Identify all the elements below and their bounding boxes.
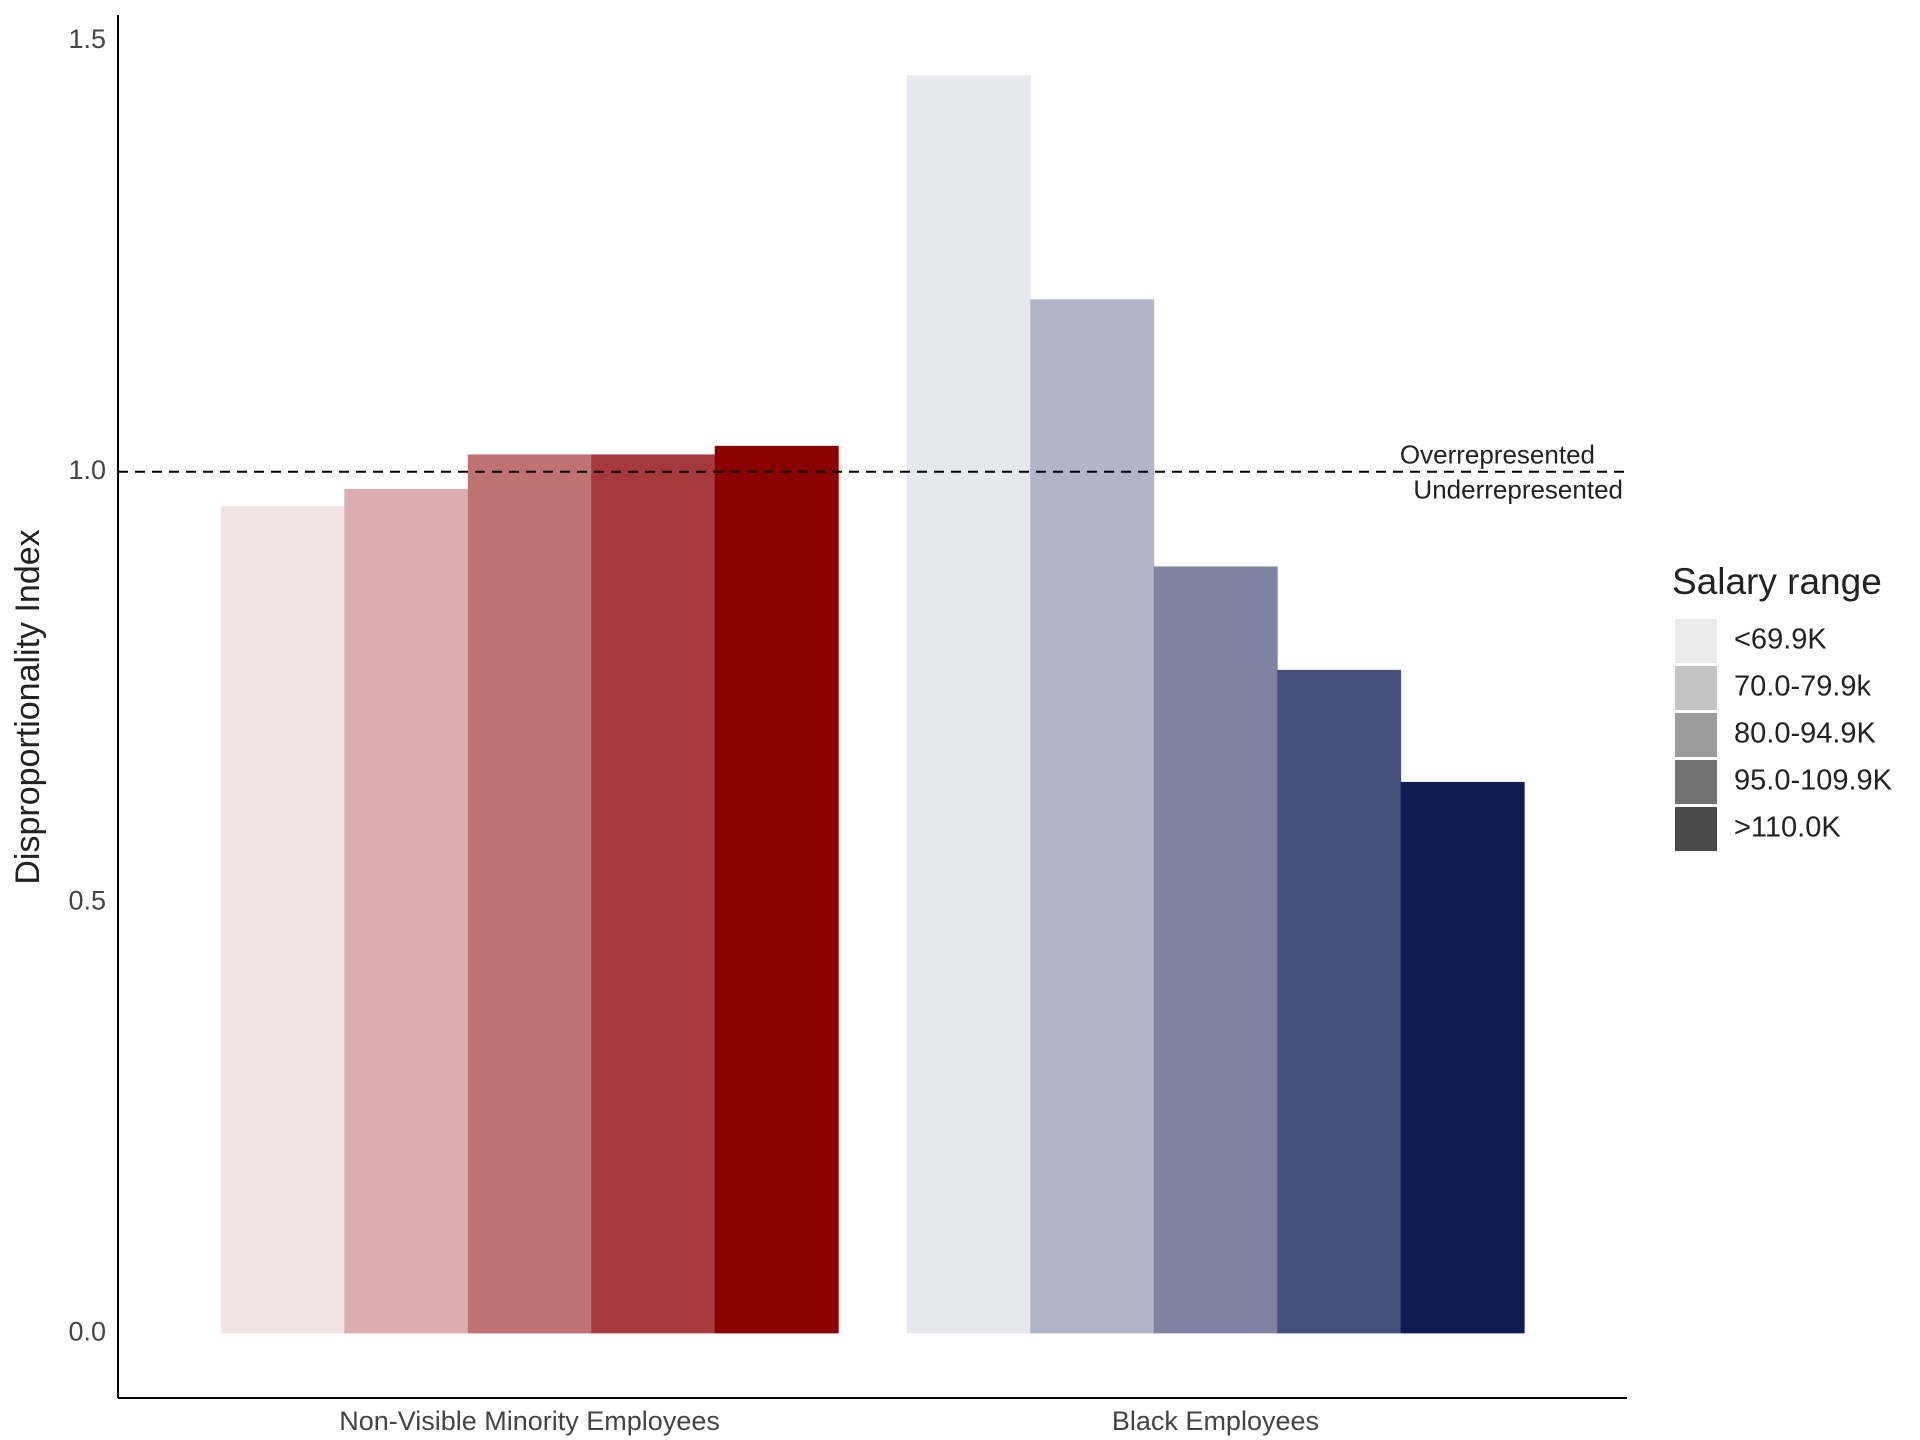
bar bbox=[1153, 566, 1278, 1334]
bar bbox=[714, 445, 839, 1334]
y-tick-label: 0.5 bbox=[68, 886, 106, 916]
bar bbox=[591, 454, 716, 1334]
y-axis-label: Disproportionality Index bbox=[9, 529, 47, 884]
bar bbox=[1400, 781, 1525, 1334]
legend-label: 80.0-94.9K bbox=[1734, 718, 1877, 750]
legend-swatch bbox=[1675, 807, 1717, 851]
bar bbox=[467, 454, 592, 1334]
legend-label: >110.0K bbox=[1734, 812, 1841, 844]
bar bbox=[220, 506, 345, 1334]
bar bbox=[1277, 669, 1402, 1334]
bar bbox=[1030, 299, 1155, 1334]
legend-swatch bbox=[1675, 760, 1717, 804]
bar bbox=[344, 488, 469, 1334]
bar bbox=[906, 75, 1031, 1334]
annotation: Overrepresented bbox=[1400, 440, 1595, 470]
x-tick-label: Black Employees bbox=[1112, 1406, 1319, 1436]
x-tick-label: Non-Visible Minority Employees bbox=[339, 1406, 720, 1436]
y-tick-label: 0.0 bbox=[68, 1316, 106, 1346]
annotation: Underrepresented bbox=[1413, 475, 1623, 505]
legend-swatch bbox=[1675, 713, 1717, 757]
legend-swatch bbox=[1675, 666, 1717, 710]
legend-swatch bbox=[1675, 619, 1717, 663]
legend-title: Salary range bbox=[1672, 561, 1882, 602]
legend-label: <69.9K bbox=[1734, 624, 1827, 656]
y-tick-label: 1.0 bbox=[68, 455, 106, 485]
legend-label: 70.0-79.9k bbox=[1734, 671, 1872, 703]
legend-label: 95.0-109.9K bbox=[1734, 765, 1893, 797]
y-tick-label: 1.5 bbox=[68, 24, 106, 54]
